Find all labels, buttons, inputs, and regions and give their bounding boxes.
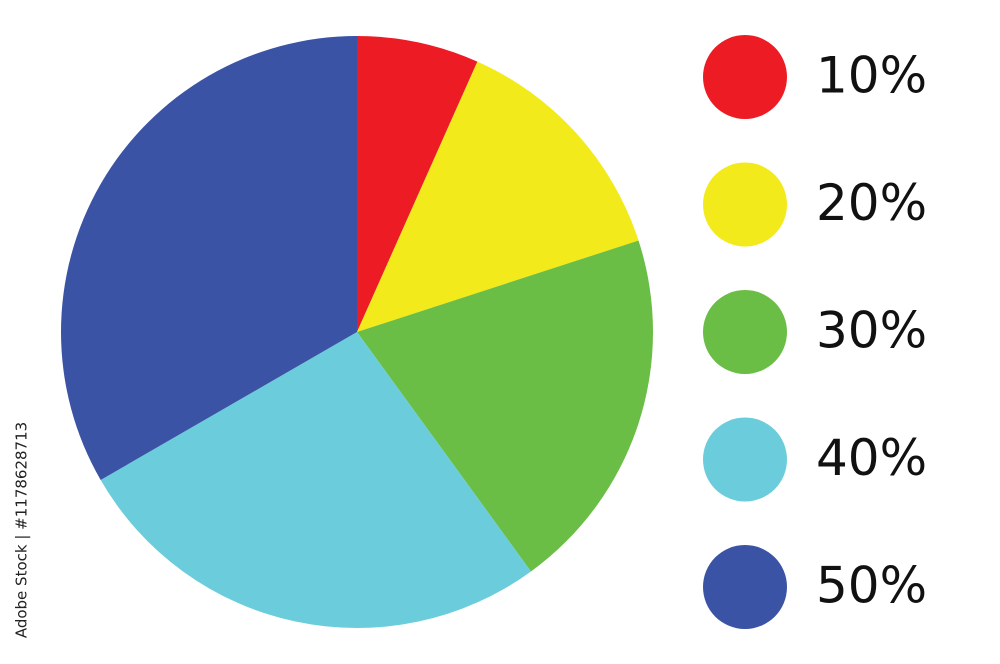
legend-swatch xyxy=(703,162,787,247)
legend-swatch xyxy=(703,417,787,502)
legend-swatch xyxy=(703,290,787,374)
legend-swatch xyxy=(703,35,787,119)
pie-slice xyxy=(357,36,478,332)
legend-label: 10% xyxy=(816,47,927,105)
legend-label: 50% xyxy=(816,557,927,615)
pie-slice xyxy=(60,36,357,480)
pie-slice xyxy=(100,332,531,628)
legend-swatch xyxy=(703,545,787,629)
pie-slice xyxy=(357,240,654,572)
watermark: Adobe Stock | #1178628713 xyxy=(13,422,31,638)
legend-label: 30% xyxy=(816,302,927,360)
pie-slice xyxy=(357,61,639,332)
legend-label: 40% xyxy=(816,429,927,487)
legend-label: 20% xyxy=(816,174,927,232)
